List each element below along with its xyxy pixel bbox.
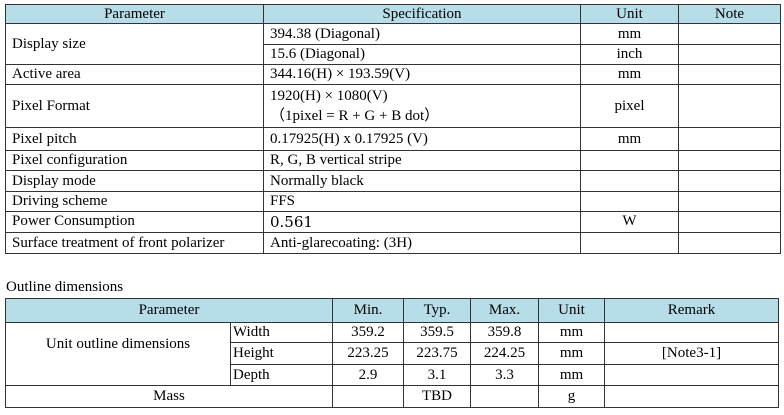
- dimension-label: Width: [230, 322, 333, 343]
- max-cell: 224.25: [470, 342, 539, 365]
- table-row: Power Consumption 0.561 W: [5, 211, 781, 233]
- typ-cell: 3.1: [403, 364, 471, 386]
- max-cell: 3.3: [470, 364, 539, 386]
- spec-cell: 1920(H) × 1080(V) （1pixel = R + G + B dot…: [263, 84, 581, 128]
- typ-cell: 359.5: [403, 322, 471, 343]
- section-caption: Outline dimensions: [6, 279, 124, 295]
- min-cell: [332, 385, 404, 408]
- spec-line-1: 1920(H) × 1080(V): [270, 87, 388, 104]
- table-row: Driving scheme FFS: [5, 191, 781, 212]
- unit-cell: pixel: [580, 84, 679, 128]
- unit-cell: [580, 170, 679, 192]
- param-cell: Display size: [5, 23, 264, 65]
- header-specification: Specification: [263, 4, 581, 24]
- table-row: Pixel pitch 0.17925(H) x 0.17925 (V) mm: [5, 127, 781, 151]
- header-remark: Remark: [604, 298, 779, 323]
- spec-cell: R, G, B vertical stripe: [263, 150, 581, 171]
- note-cell: [678, 127, 781, 151]
- specification-table: Parameter Specification Unit Note Display s…: [5, 4, 781, 254]
- table-row: Unit outline dimensions Width 359.2 359.5 35…: [5, 322, 779, 386]
- group-cell: Unit outline dimensions: [5, 322, 231, 386]
- spec-cell: FFS: [263, 191, 581, 212]
- unit-cell: mm: [538, 364, 605, 386]
- table-row: Surface treatment of front polarizer Anti…: [5, 232, 781, 254]
- remark-cell: [604, 385, 779, 408]
- note-cell: [678, 150, 781, 171]
- spec-cell: 15.6 (Diagonal): [263, 44, 581, 65]
- min-cell: 223.25: [332, 342, 404, 365]
- param-cell: Surface treatment of front polarizer: [5, 232, 264, 254]
- note-cell: [678, 64, 781, 85]
- table-row: Active area 344.16(H) × 193.59(V) mm: [5, 64, 781, 85]
- unit-cell: mm: [580, 127, 679, 151]
- table-row: Display mode Normally black: [5, 170, 781, 192]
- unit-cell: [580, 150, 679, 171]
- param-cell: Pixel pitch: [5, 127, 264, 151]
- outline-dimensions-table: Parameter Min. Typ. Max. Unit Remark Unit out…: [5, 298, 779, 408]
- header-parameter: Parameter: [5, 298, 333, 323]
- spec-cell: 394.38 (Diagonal): [263, 23, 581, 45]
- header-parameter: Parameter: [5, 4, 264, 24]
- note-cell: [678, 44, 781, 65]
- param-cell: Display mode: [5, 170, 264, 192]
- min-cell: 2.9: [332, 364, 404, 386]
- table-row: Mass TBD g: [5, 385, 779, 408]
- unit-cell: [580, 232, 679, 254]
- table-row: Pixel Format 1920(H) × 1080(V) （1pixel = R…: [5, 84, 781, 128]
- unit-cell: W: [580, 211, 679, 233]
- param-cell: Pixel configuration: [5, 150, 264, 171]
- max-cell: 359.8: [470, 322, 539, 343]
- spec-cell: 0.561: [263, 211, 581, 233]
- param-cell: Power Consumption: [5, 211, 264, 233]
- note-cell: [678, 191, 781, 212]
- remark-cell: [604, 322, 779, 343]
- unit-cell: mm: [538, 322, 605, 343]
- spec-cell: 344.16(H) × 193.59(V): [263, 64, 581, 85]
- typ-cell: 223.75: [403, 342, 471, 365]
- header-unit: Unit: [580, 4, 679, 24]
- header-typ: Typ.: [403, 298, 471, 323]
- unit-cell: [580, 191, 679, 212]
- dimension-label: Height: [230, 342, 333, 365]
- spec-line-2: （1pixel = R + G + B dot）: [270, 107, 440, 124]
- remark-cell: [Note3-1]: [604, 342, 779, 365]
- header-min: Min.: [332, 298, 404, 323]
- note-cell: [678, 84, 781, 128]
- spec-cell: Normally black: [263, 170, 581, 192]
- param-cell: Active area: [5, 64, 264, 85]
- table-row: Height 223.25 223.75 224.25 mm [Note3-1]: [6, 342, 779, 365]
- header-unit: Unit: [538, 298, 605, 323]
- table-row: Display size 394.38 (Diagonal) mm: [5, 23, 781, 65]
- mass-label: Mass: [5, 385, 333, 408]
- unit-cell: g: [538, 385, 605, 408]
- note-cell: [678, 170, 781, 192]
- note-cell: [678, 23, 781, 45]
- spec-cell: 0.17925(H) x 0.17925 (V): [263, 127, 581, 151]
- unit-cell: mm: [580, 64, 679, 85]
- table-row: Pixel configuration R, G, B vertical stri…: [5, 150, 781, 171]
- spec-cell: Anti-glarecoating: (3H): [263, 232, 581, 254]
- header-max: Max.: [470, 298, 539, 323]
- note-cell: [678, 211, 781, 233]
- min-cell: 359.2: [332, 322, 404, 343]
- unit-cell: mm: [580, 23, 679, 45]
- max-cell: [470, 385, 539, 408]
- header-note: Note: [678, 4, 781, 24]
- unit-cell: inch: [580, 44, 679, 65]
- param-cell: Driving scheme: [5, 191, 264, 212]
- remark-cell: [604, 364, 779, 386]
- typ-cell: TBD: [403, 385, 471, 408]
- param-cell: Pixel Format: [5, 84, 264, 128]
- dimension-label: Depth: [230, 364, 333, 386]
- note-cell: [678, 232, 781, 254]
- unit-cell: mm: [538, 342, 605, 365]
